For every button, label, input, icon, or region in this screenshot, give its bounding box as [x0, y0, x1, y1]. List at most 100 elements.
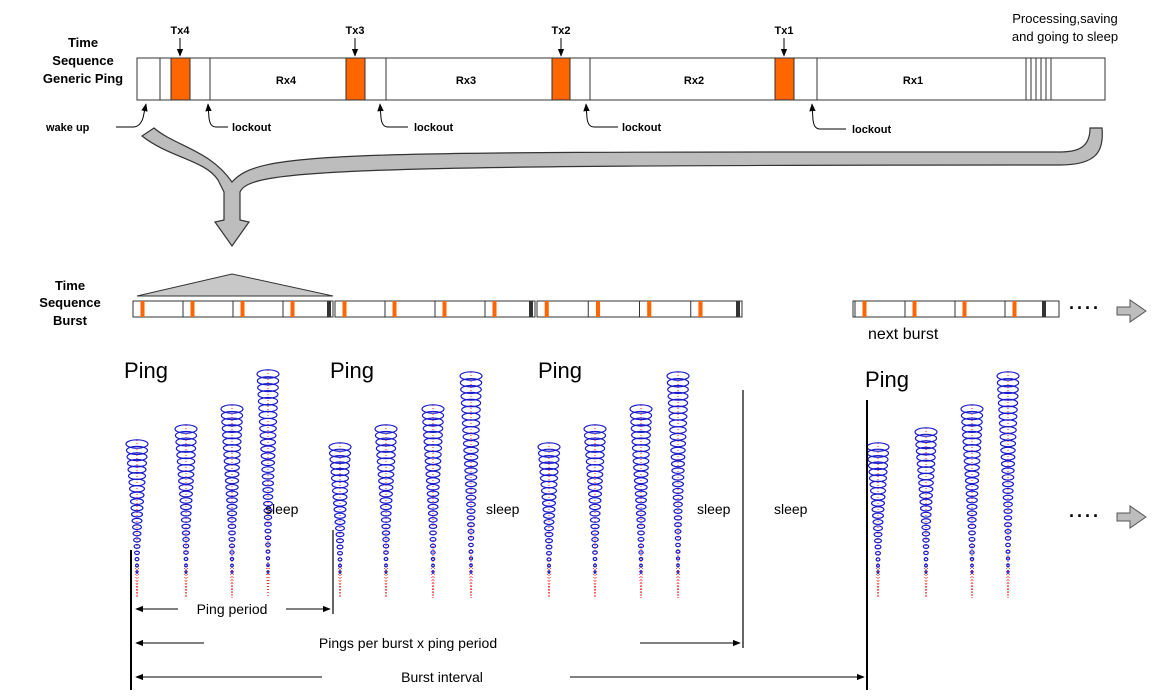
beam-ring: [670, 453, 686, 461]
beam-ring: [220, 410, 244, 421]
beam-ring: [465, 494, 477, 501]
beam-ring: [469, 563, 473, 568]
beam-ring: [1005, 549, 1011, 554]
beam-ring: [382, 543, 390, 549]
tx3-block: [345, 57, 366, 101]
beam-ring: [960, 410, 984, 421]
burst-bars: [132, 300, 1060, 318]
beam-ring: [963, 457, 981, 466]
ping-label-1: Ping: [124, 358, 168, 383]
beam-ring: [592, 550, 598, 555]
beam-ring: [374, 424, 398, 434]
beam-ring: [430, 550, 436, 555]
beam-ring: [132, 530, 142, 537]
beam-ring: [966, 510, 978, 517]
lockout-arrow-3: [377, 103, 408, 128]
lockout-label-2: lockout: [622, 122, 661, 134]
beam-ring: [181, 530, 191, 536]
beam-tip: [1007, 567, 1011, 599]
beam-ring: [134, 557, 140, 562]
measurement-pings-per-burst: Pings per burst x ping period: [135, 635, 741, 651]
beam: [174, 424, 198, 599]
beam-ring: [638, 556, 644, 562]
beam-ring: [1005, 556, 1011, 561]
beam-ring: [224, 477, 240, 485]
beam-ring: [870, 499, 886, 507]
beam-ring: [421, 404, 445, 414]
beam-ring: [968, 543, 976, 549]
beam-tip: [231, 567, 235, 599]
beam-tip: [339, 567, 343, 599]
beam-ring: [131, 517, 143, 524]
beam-ring: [468, 549, 474, 554]
beam-ring: [429, 536, 437, 542]
beam-ring: [330, 467, 350, 477]
beam-ring: [460, 398, 482, 408]
beam-ring: [257, 396, 279, 406]
beam-ring: [176, 450, 196, 460]
beam-tip: [877, 567, 881, 599]
beam-ring: [127, 465, 147, 474]
beam-ring: [467, 535, 475, 541]
beam-ring: [134, 550, 140, 556]
beam-ring: [673, 501, 683, 508]
wake-up-arrow: [116, 103, 148, 128]
burst-tx-mark: [544, 301, 549, 317]
beam: [459, 371, 483, 599]
beam-ring: [634, 490, 648, 498]
beam-ring: [228, 536, 236, 542]
beam-tip: [594, 567, 598, 599]
beam-ring: [1006, 570, 1010, 574]
beam-ring: [920, 511, 932, 518]
beam-ring: [588, 503, 602, 511]
beam-ring: [670, 446, 686, 455]
generic-ping-bar: Rx4 Rx3 Rx2 Rx1: [136, 57, 1106, 101]
ellipsis-top: ····: [1069, 298, 1101, 318]
beam-ring: [537, 442, 561, 452]
beam-ring: [590, 530, 600, 536]
beam-ring: [629, 404, 653, 414]
beam-ring: [966, 503, 978, 510]
beam-ring: [333, 506, 347, 513]
burst-tx-mark: [190, 301, 195, 317]
beam-ring: [379, 490, 394, 498]
beam-ring: [635, 503, 647, 510]
beam-ring: [263, 514, 273, 521]
beam-tip: [875, 567, 879, 599]
beam-ring: [997, 398, 1019, 408]
beam-ring: [997, 384, 1019, 395]
beam-ring: [546, 550, 552, 556]
burst-tx-mark: [442, 301, 447, 317]
beam-ring: [464, 480, 478, 488]
beam-ring: [428, 523, 438, 530]
beam-ring: [1000, 453, 1016, 461]
beam-ring: [427, 503, 439, 510]
beam-ring: [133, 543, 141, 549]
beam-ring: [460, 384, 482, 395]
beam-ring: [585, 450, 605, 460]
beam-ring: [264, 535, 272, 541]
zoom-triangle: [136, 273, 334, 297]
lockout-label-3: lockout: [414, 122, 453, 134]
funnel-arrow-shape: [140, 127, 1103, 248]
beam-ring: [379, 503, 393, 511]
beam-ring: [376, 450, 396, 460]
beam-ring: [873, 531, 883, 538]
beam-ring: [876, 563, 880, 568]
beam-ring: [427, 497, 439, 504]
beam-ring: [916, 453, 936, 462]
beam-ring: [591, 543, 599, 549]
beam-tip: [134, 567, 138, 599]
rx1-label: Rx1: [903, 75, 923, 87]
beam-ring: [1001, 480, 1015, 488]
beam-ring: [875, 550, 881, 556]
beam-ring: [1000, 446, 1016, 455]
beam-ring: [423, 430, 443, 440]
beam-ring: [257, 383, 279, 393]
beam-ring: [639, 563, 643, 568]
beam-ring: [673, 508, 683, 514]
beam-tip: [969, 567, 973, 599]
beam-ring: [384, 570, 388, 574]
tx2-label: Tx2: [552, 25, 571, 37]
